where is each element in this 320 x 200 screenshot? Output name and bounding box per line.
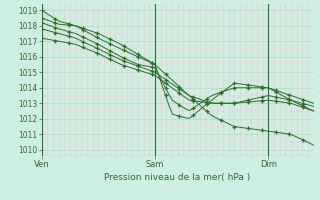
- X-axis label: Pression niveau de la mer( hPa ): Pression niveau de la mer( hPa ): [104, 173, 251, 182]
